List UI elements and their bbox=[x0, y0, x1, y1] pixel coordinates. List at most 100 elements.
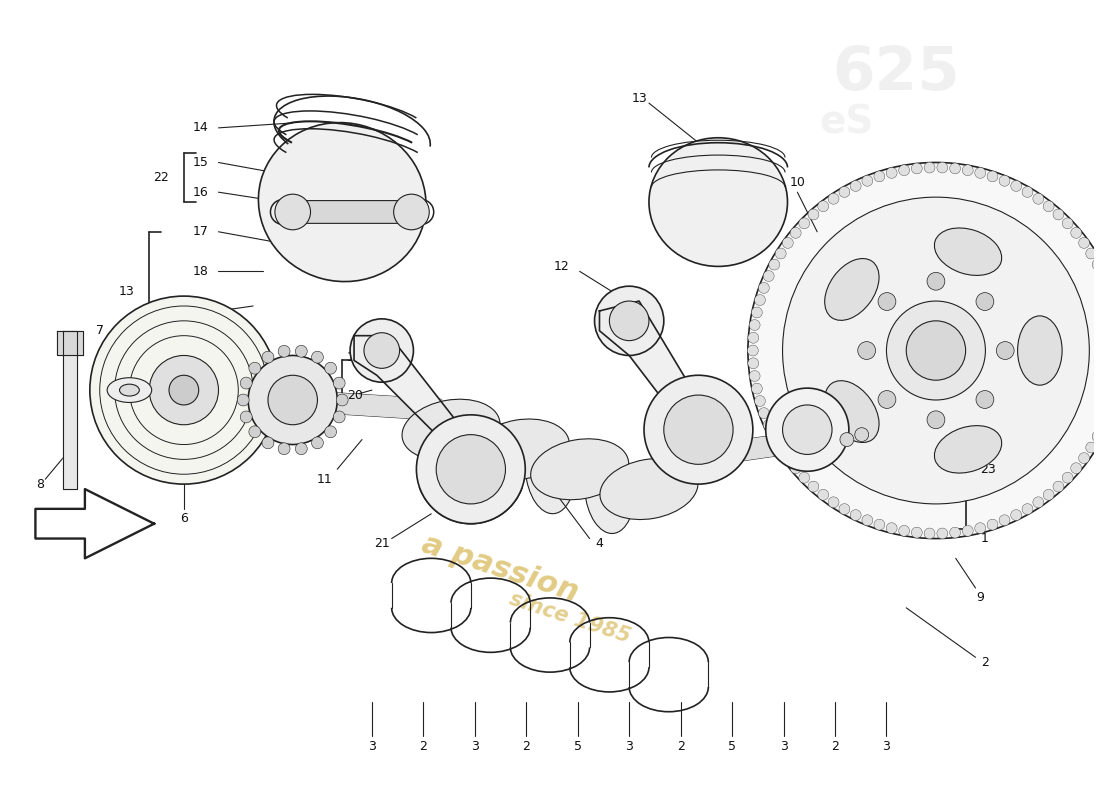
Circle shape bbox=[927, 411, 945, 429]
Circle shape bbox=[1086, 442, 1097, 453]
Circle shape bbox=[808, 481, 818, 492]
Circle shape bbox=[850, 181, 861, 191]
Circle shape bbox=[858, 342, 876, 359]
Circle shape bbox=[1063, 472, 1074, 483]
Text: 8: 8 bbox=[36, 478, 44, 490]
Text: 12: 12 bbox=[311, 372, 328, 385]
Circle shape bbox=[324, 426, 337, 438]
Circle shape bbox=[755, 395, 766, 406]
Circle shape bbox=[748, 162, 1100, 538]
Circle shape bbox=[828, 194, 839, 204]
Circle shape bbox=[759, 408, 769, 418]
Ellipse shape bbox=[120, 384, 140, 396]
Text: 12: 12 bbox=[554, 260, 570, 273]
Circle shape bbox=[975, 167, 986, 178]
Polygon shape bbox=[57, 330, 82, 355]
Circle shape bbox=[887, 522, 898, 534]
Circle shape bbox=[751, 383, 762, 394]
Ellipse shape bbox=[934, 228, 1002, 275]
Circle shape bbox=[1063, 218, 1074, 229]
Text: 20: 20 bbox=[348, 389, 363, 402]
Text: 3: 3 bbox=[367, 740, 376, 753]
Circle shape bbox=[817, 490, 828, 500]
Text: 14: 14 bbox=[192, 122, 209, 134]
FancyBboxPatch shape bbox=[282, 201, 422, 223]
Circle shape bbox=[749, 319, 760, 330]
Circle shape bbox=[962, 526, 974, 536]
Circle shape bbox=[437, 434, 506, 504]
Polygon shape bbox=[63, 330, 77, 489]
Polygon shape bbox=[354, 336, 471, 464]
Text: 2: 2 bbox=[832, 740, 839, 753]
Circle shape bbox=[999, 515, 1010, 526]
Circle shape bbox=[249, 362, 261, 374]
Ellipse shape bbox=[600, 458, 698, 519]
Text: 11: 11 bbox=[317, 473, 332, 486]
Text: 2: 2 bbox=[676, 740, 684, 753]
Circle shape bbox=[394, 194, 429, 230]
Circle shape bbox=[609, 301, 649, 341]
Ellipse shape bbox=[107, 378, 152, 402]
Text: 3: 3 bbox=[882, 740, 890, 753]
Text: 17: 17 bbox=[192, 226, 209, 238]
Circle shape bbox=[1070, 227, 1081, 238]
Text: 7: 7 bbox=[96, 324, 103, 338]
Circle shape bbox=[262, 351, 274, 363]
Ellipse shape bbox=[525, 425, 575, 514]
Circle shape bbox=[997, 342, 1014, 359]
Circle shape bbox=[1043, 201, 1054, 212]
Circle shape bbox=[1033, 497, 1044, 508]
Circle shape bbox=[748, 358, 759, 369]
Circle shape bbox=[249, 355, 338, 445]
Circle shape bbox=[1098, 270, 1100, 282]
Circle shape bbox=[862, 515, 872, 526]
Ellipse shape bbox=[934, 426, 1002, 473]
Circle shape bbox=[417, 415, 526, 524]
Circle shape bbox=[169, 375, 199, 405]
Circle shape bbox=[278, 346, 290, 358]
Circle shape bbox=[817, 201, 828, 212]
Circle shape bbox=[782, 405, 832, 454]
Text: 5: 5 bbox=[728, 740, 736, 753]
Text: 3: 3 bbox=[625, 740, 634, 753]
Text: 6: 6 bbox=[180, 512, 188, 526]
Circle shape bbox=[873, 519, 884, 530]
Circle shape bbox=[937, 528, 948, 539]
Circle shape bbox=[1092, 259, 1100, 270]
Circle shape bbox=[1053, 209, 1064, 220]
Circle shape bbox=[862, 175, 872, 186]
Circle shape bbox=[776, 442, 786, 453]
Circle shape bbox=[839, 186, 850, 198]
Wedge shape bbox=[420, 470, 522, 524]
Circle shape bbox=[1079, 238, 1089, 248]
Circle shape bbox=[976, 293, 993, 310]
Circle shape bbox=[1092, 431, 1100, 442]
Text: 15: 15 bbox=[192, 156, 209, 169]
Circle shape bbox=[275, 194, 310, 230]
Circle shape bbox=[333, 411, 345, 423]
Circle shape bbox=[949, 527, 960, 538]
Circle shape bbox=[782, 197, 1089, 504]
Circle shape bbox=[749, 370, 760, 382]
Text: 17: 17 bbox=[192, 305, 209, 318]
Circle shape bbox=[828, 497, 839, 508]
Circle shape bbox=[840, 433, 854, 446]
Circle shape bbox=[799, 472, 810, 483]
Text: 1: 1 bbox=[980, 532, 988, 545]
Circle shape bbox=[311, 351, 323, 363]
Polygon shape bbox=[600, 301, 698, 439]
Ellipse shape bbox=[530, 438, 629, 500]
Circle shape bbox=[1022, 186, 1033, 198]
Circle shape bbox=[1043, 490, 1054, 500]
Text: since 1985: since 1985 bbox=[507, 589, 632, 646]
Circle shape bbox=[763, 419, 774, 430]
Circle shape bbox=[240, 377, 252, 389]
Circle shape bbox=[924, 162, 935, 173]
Circle shape bbox=[899, 526, 910, 536]
Polygon shape bbox=[679, 430, 817, 470]
Text: 22: 22 bbox=[153, 171, 169, 184]
Circle shape bbox=[1011, 181, 1022, 191]
Ellipse shape bbox=[649, 138, 788, 266]
Circle shape bbox=[337, 394, 348, 406]
Circle shape bbox=[759, 282, 769, 294]
